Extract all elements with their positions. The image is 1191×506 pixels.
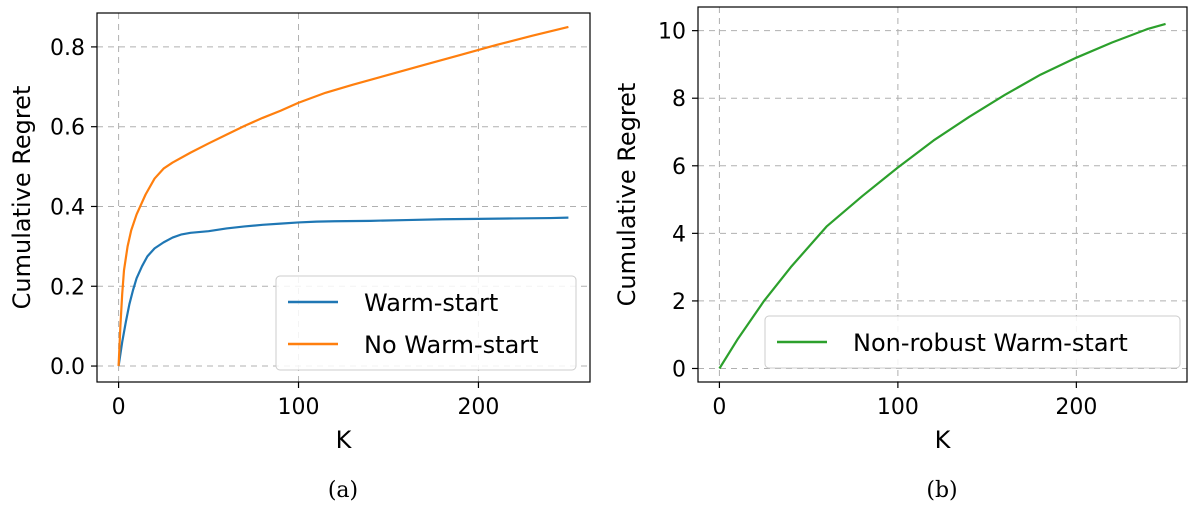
chart-a-xtick-label: 0: [112, 395, 126, 420]
chart-b-xtick-label: 200: [1055, 395, 1097, 420]
chart-a-xlabel: K: [336, 426, 353, 454]
chart-b-ytick-label: 10: [658, 20, 686, 45]
chart-a-ytick-label: 0.4: [50, 195, 85, 220]
chart-a-ytick-label: 0.2: [50, 275, 85, 300]
chart-a: 0 100 200 0.0 0.2 0.4 0.6 0.8 K Cumulative Regr…: [8, 12, 591, 503]
chart-a-ytick-label: 0.0: [50, 355, 85, 380]
chart-b-xtick-label: 100: [877, 395, 919, 420]
chart-a-series-no-warm-start-line: [117, 25, 569, 367]
chart-a-ytick-label: 0.6: [50, 116, 85, 141]
chart-b-ytick-label: 6: [672, 155, 686, 180]
chart-a-xtick-label: 100: [278, 395, 320, 420]
chart-b-ytick-label: 0: [672, 357, 686, 382]
chart-b-legend-label-non-robust-warm-start: Non-robust Warm-start: [853, 329, 1128, 357]
chart-b: 0 100 200 0 2 4 6 8 10 K Cumulative Regret Non-r…: [613, 6, 1188, 503]
chart-b-xtick-label: 0: [712, 395, 726, 420]
chart-a-xtick-label: 200: [457, 395, 499, 420]
chart-a-legend-label-warm-start: Warm-start: [364, 289, 498, 317]
chart-a-legend-label-no-warm-start: No Warm-start: [364, 331, 539, 359]
chart-b-ytick-label: 4: [672, 222, 686, 247]
chart-b-ylabel: Cumulative Regret: [613, 83, 641, 307]
chart-a-plot-frame: [96, 12, 591, 383]
chart-b-series-non-robust-warm-start-line: [718, 22, 1166, 370]
chart-b-plot-frame: [697, 6, 1188, 383]
chart-a-ylabel: Cumulative Regret: [8, 86, 36, 310]
chart-b-caption: (b): [926, 478, 957, 503]
chart-a-legend-box: [275, 275, 577, 371]
chart-b-legend: Non-robust Warm-start: [764, 315, 1181, 369]
chart-a-legend: Warm-start No Warm-start: [275, 275, 577, 371]
chart-b-ytick-label: 8: [672, 87, 686, 112]
chart-a-series-warm-start-line: [117, 216, 569, 367]
chart-a-ytick-label: 0.8: [50, 36, 85, 61]
chart-b-legend-box: [764, 315, 1181, 369]
chart-b-ytick-label: 2: [672, 290, 686, 315]
chart-a-caption: (a): [328, 478, 358, 503]
chart-b-xlabel: K: [935, 426, 952, 454]
